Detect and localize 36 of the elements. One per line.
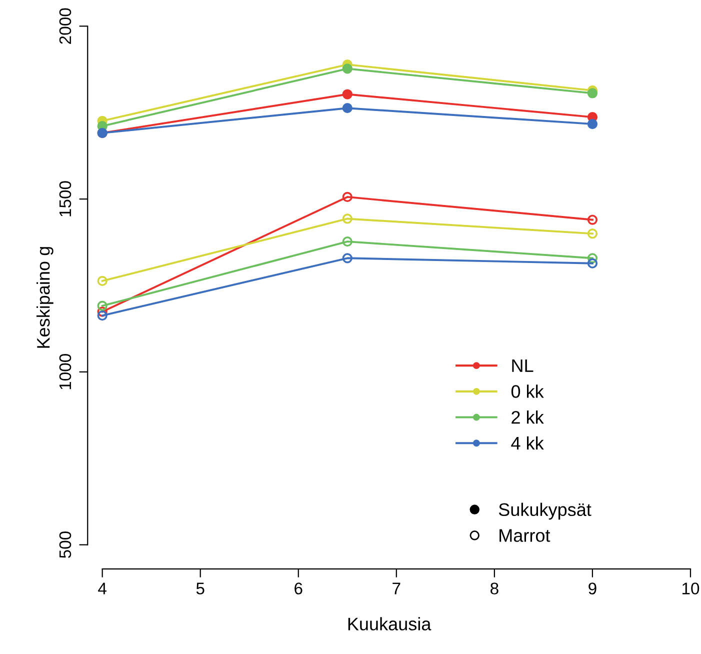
- point: [342, 89, 352, 100]
- point: [587, 228, 598, 239]
- x-tick-label: 9: [588, 582, 596, 594]
- y-tick-label: 1500: [59, 181, 72, 216]
- point: [342, 253, 352, 264]
- point: [97, 310, 108, 321]
- point: [97, 300, 108, 311]
- point: [97, 306, 108, 317]
- legend-label: NL: [512, 359, 534, 372]
- x-tick-label: 6: [294, 582, 302, 594]
- x-tick-label: 10: [682, 582, 700, 594]
- point: [587, 214, 598, 225]
- point: [587, 253, 598, 264]
- point: [342, 103, 352, 114]
- x-tick-label: 5: [196, 582, 204, 594]
- annotation: Sukukypsät: [498, 502, 592, 520]
- x-tick-label: 8: [490, 582, 498, 594]
- x-tick-label: 4: [98, 582, 106, 594]
- point: [342, 214, 352, 224]
- point: [97, 276, 108, 286]
- legend-label: 0 kk: [511, 384, 544, 398]
- point: [342, 192, 352, 202]
- point: [587, 258, 598, 268]
- y-tick-label: 1000: [59, 354, 72, 390]
- y-axis-title: Keskipaino g: [36, 247, 54, 348]
- point: [587, 118, 598, 130]
- point: [587, 88, 598, 98]
- annotation: Marrot: [500, 529, 550, 542]
- legend-label: 2 kk: [512, 410, 544, 424]
- point: [342, 64, 352, 74]
- x-tick-label: 7: [392, 582, 400, 594]
- legend-label: 4 kk: [511, 436, 544, 450]
- y-tick-label: 2000: [59, 8, 72, 44]
- point: [342, 236, 352, 247]
- y-tick-label: 500: [59, 532, 72, 558]
- x-axis-title: Kuukausia: [348, 617, 432, 630]
